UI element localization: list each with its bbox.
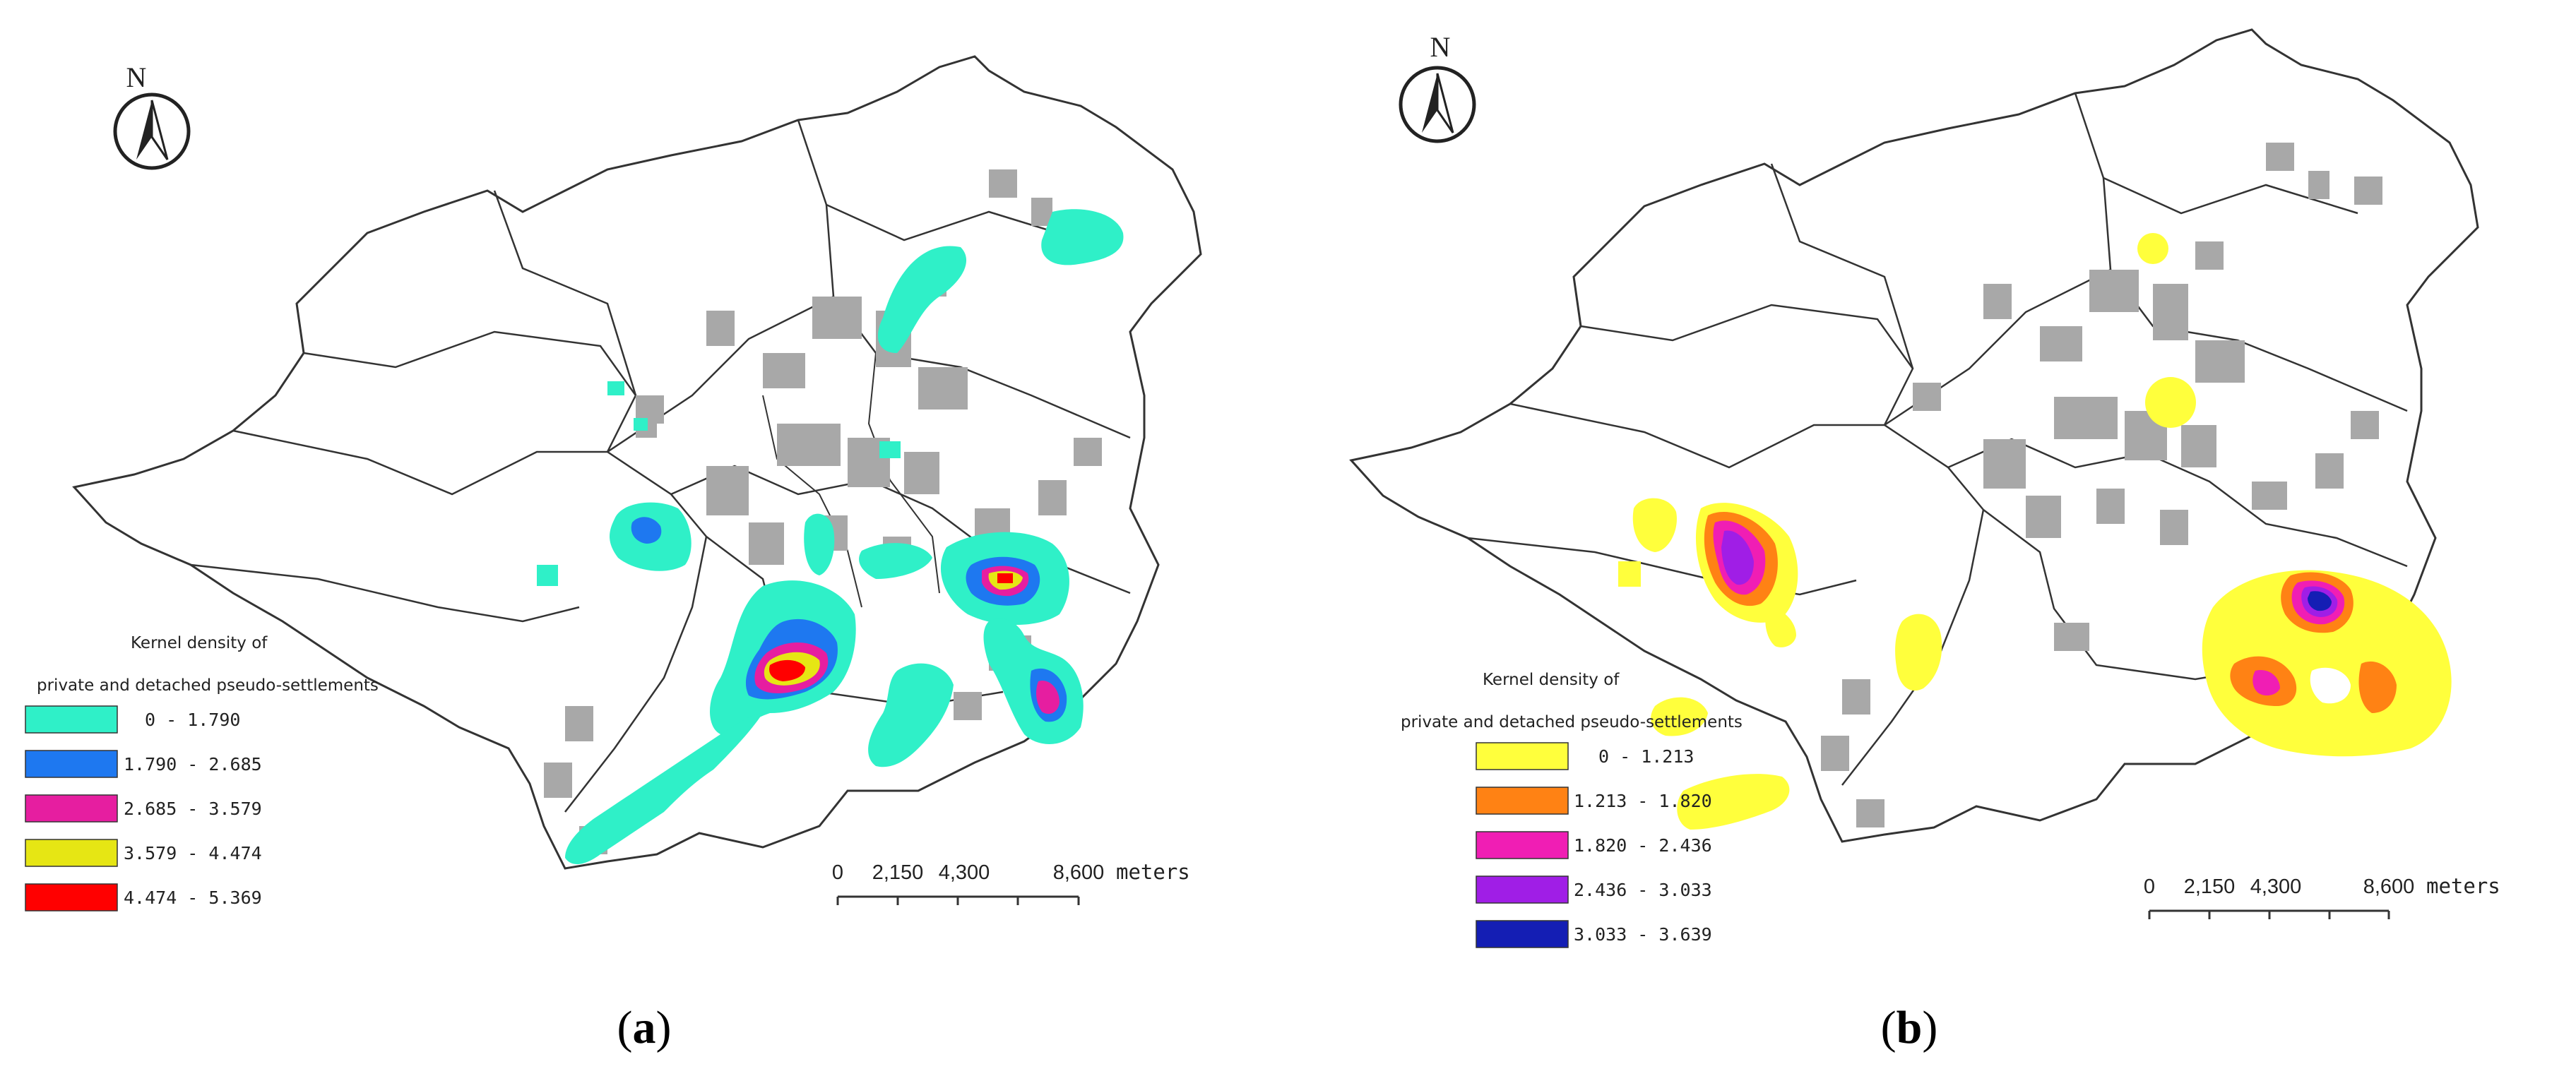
- legend-label: 4.474 - 5.369: [124, 887, 262, 908]
- legend-title-line1-b: Kernel density of: [1483, 671, 1620, 689]
- scale-bar-b: 0 2,150 4,300 8,600 meters: [2144, 874, 2500, 919]
- density-hotspots-b: [1618, 233, 2452, 830]
- north-label-a: N: [126, 61, 147, 93]
- legend-swatch: [1476, 787, 1569, 815]
- legend-swatch: [1476, 920, 1569, 948]
- legend-item-b-2: 1.213 - 1.820: [1476, 787, 1712, 815]
- legend-label: 2.685 - 3.579: [124, 799, 262, 819]
- scale-bar-a: 0 2,150 4,300 8,600 meters: [832, 860, 1190, 905]
- legend-item-b-3: 1.820 - 2.436: [1476, 831, 1712, 859]
- legend-item-b-5: 3.033 - 3.639: [1476, 920, 1712, 948]
- legend-swatch: [25, 750, 118, 778]
- scale-tick-label: 0: [832, 861, 843, 884]
- legend-swatch: [25, 705, 118, 734]
- caption-a: (a): [617, 1002, 672, 1053]
- scale-tick-label: 4,300: [2250, 875, 2302, 898]
- legend-item-a-4: 3.579 - 4.474: [25, 839, 262, 867]
- legend-label: 2.436 - 3.033: [1574, 880, 1712, 900]
- legend-item-a-1: 0 - 1.790: [25, 705, 240, 734]
- legend-label: 0 - 1.213: [1598, 746, 1694, 767]
- legend-swatch: [25, 794, 118, 823]
- map-panel-b: N: [1288, 0, 2575, 1076]
- scale-tick-label: 8,600: [2363, 875, 2415, 898]
- legend-label: 0 - 1.790: [145, 710, 240, 730]
- scale-tick-label: 2,150: [2184, 875, 2236, 898]
- legend-label: 3.579 - 4.474: [124, 843, 262, 863]
- density-hotspots-a: [537, 209, 1124, 865]
- study-area-outline-a: [72, 55, 1202, 870]
- legend-swatch: [1476, 831, 1569, 859]
- caption-letter-a: a: [632, 1002, 656, 1053]
- scale-tick-label: 4,300: [939, 861, 990, 884]
- map-a-canvas: N: [25, 55, 1202, 911]
- legend-swatch: [25, 883, 118, 911]
- caption-letter-b: b: [1896, 1002, 1923, 1053]
- legend-a: Kernel density of private and detached p…: [25, 634, 379, 911]
- legend-b: Kernel density of private and detached p…: [1401, 671, 1743, 948]
- legend-label: 1.790 - 2.685: [124, 754, 262, 775]
- scale-unit: meters: [1116, 860, 1190, 884]
- map-b-canvas: N: [1349, 28, 2500, 948]
- legend-item-b-4: 2.436 - 3.033: [1476, 875, 1712, 904]
- north-arrow-b: N: [1399, 31, 1476, 143]
- legend-title-line1-a: Kernel density of: [131, 634, 268, 652]
- legend-title-line2-a: private and detached pseudo-settlements: [37, 676, 379, 695]
- legend-label: 1.213 - 1.820: [1574, 791, 1712, 811]
- settlement-patches-a: [544, 169, 1102, 854]
- legend-item-b-1: 0 - 1.213: [1476, 742, 1694, 770]
- scale-tick-label: 8,600: [1053, 861, 1105, 884]
- north-label-b: N: [1430, 31, 1451, 63]
- legend-swatch: [1476, 875, 1569, 904]
- legend-item-a-3: 2.685 - 3.579: [25, 794, 262, 823]
- legend-label: 1.820 - 2.436: [1574, 835, 1712, 856]
- scale-tick-label: 2,150: [872, 861, 924, 884]
- map-panel-a: N: [25, 55, 1202, 1053]
- legend-item-a-2: 1.790 - 2.685: [25, 750, 262, 778]
- legend-swatch: [25, 839, 118, 867]
- legend-title-line2-b: private and detached pseudo-settlements: [1401, 713, 1743, 731]
- scale-unit: meters: [2426, 874, 2500, 898]
- legend-swatch: [1476, 742, 1569, 770]
- legend-item-a-5: 4.474 - 5.369: [25, 883, 262, 911]
- scale-tick-label: 0: [2144, 875, 2155, 898]
- north-arrow-a: N: [113, 61, 191, 170]
- legend-label: 3.033 - 3.639: [1574, 924, 1712, 945]
- caption-b: (b): [1880, 1002, 1938, 1053]
